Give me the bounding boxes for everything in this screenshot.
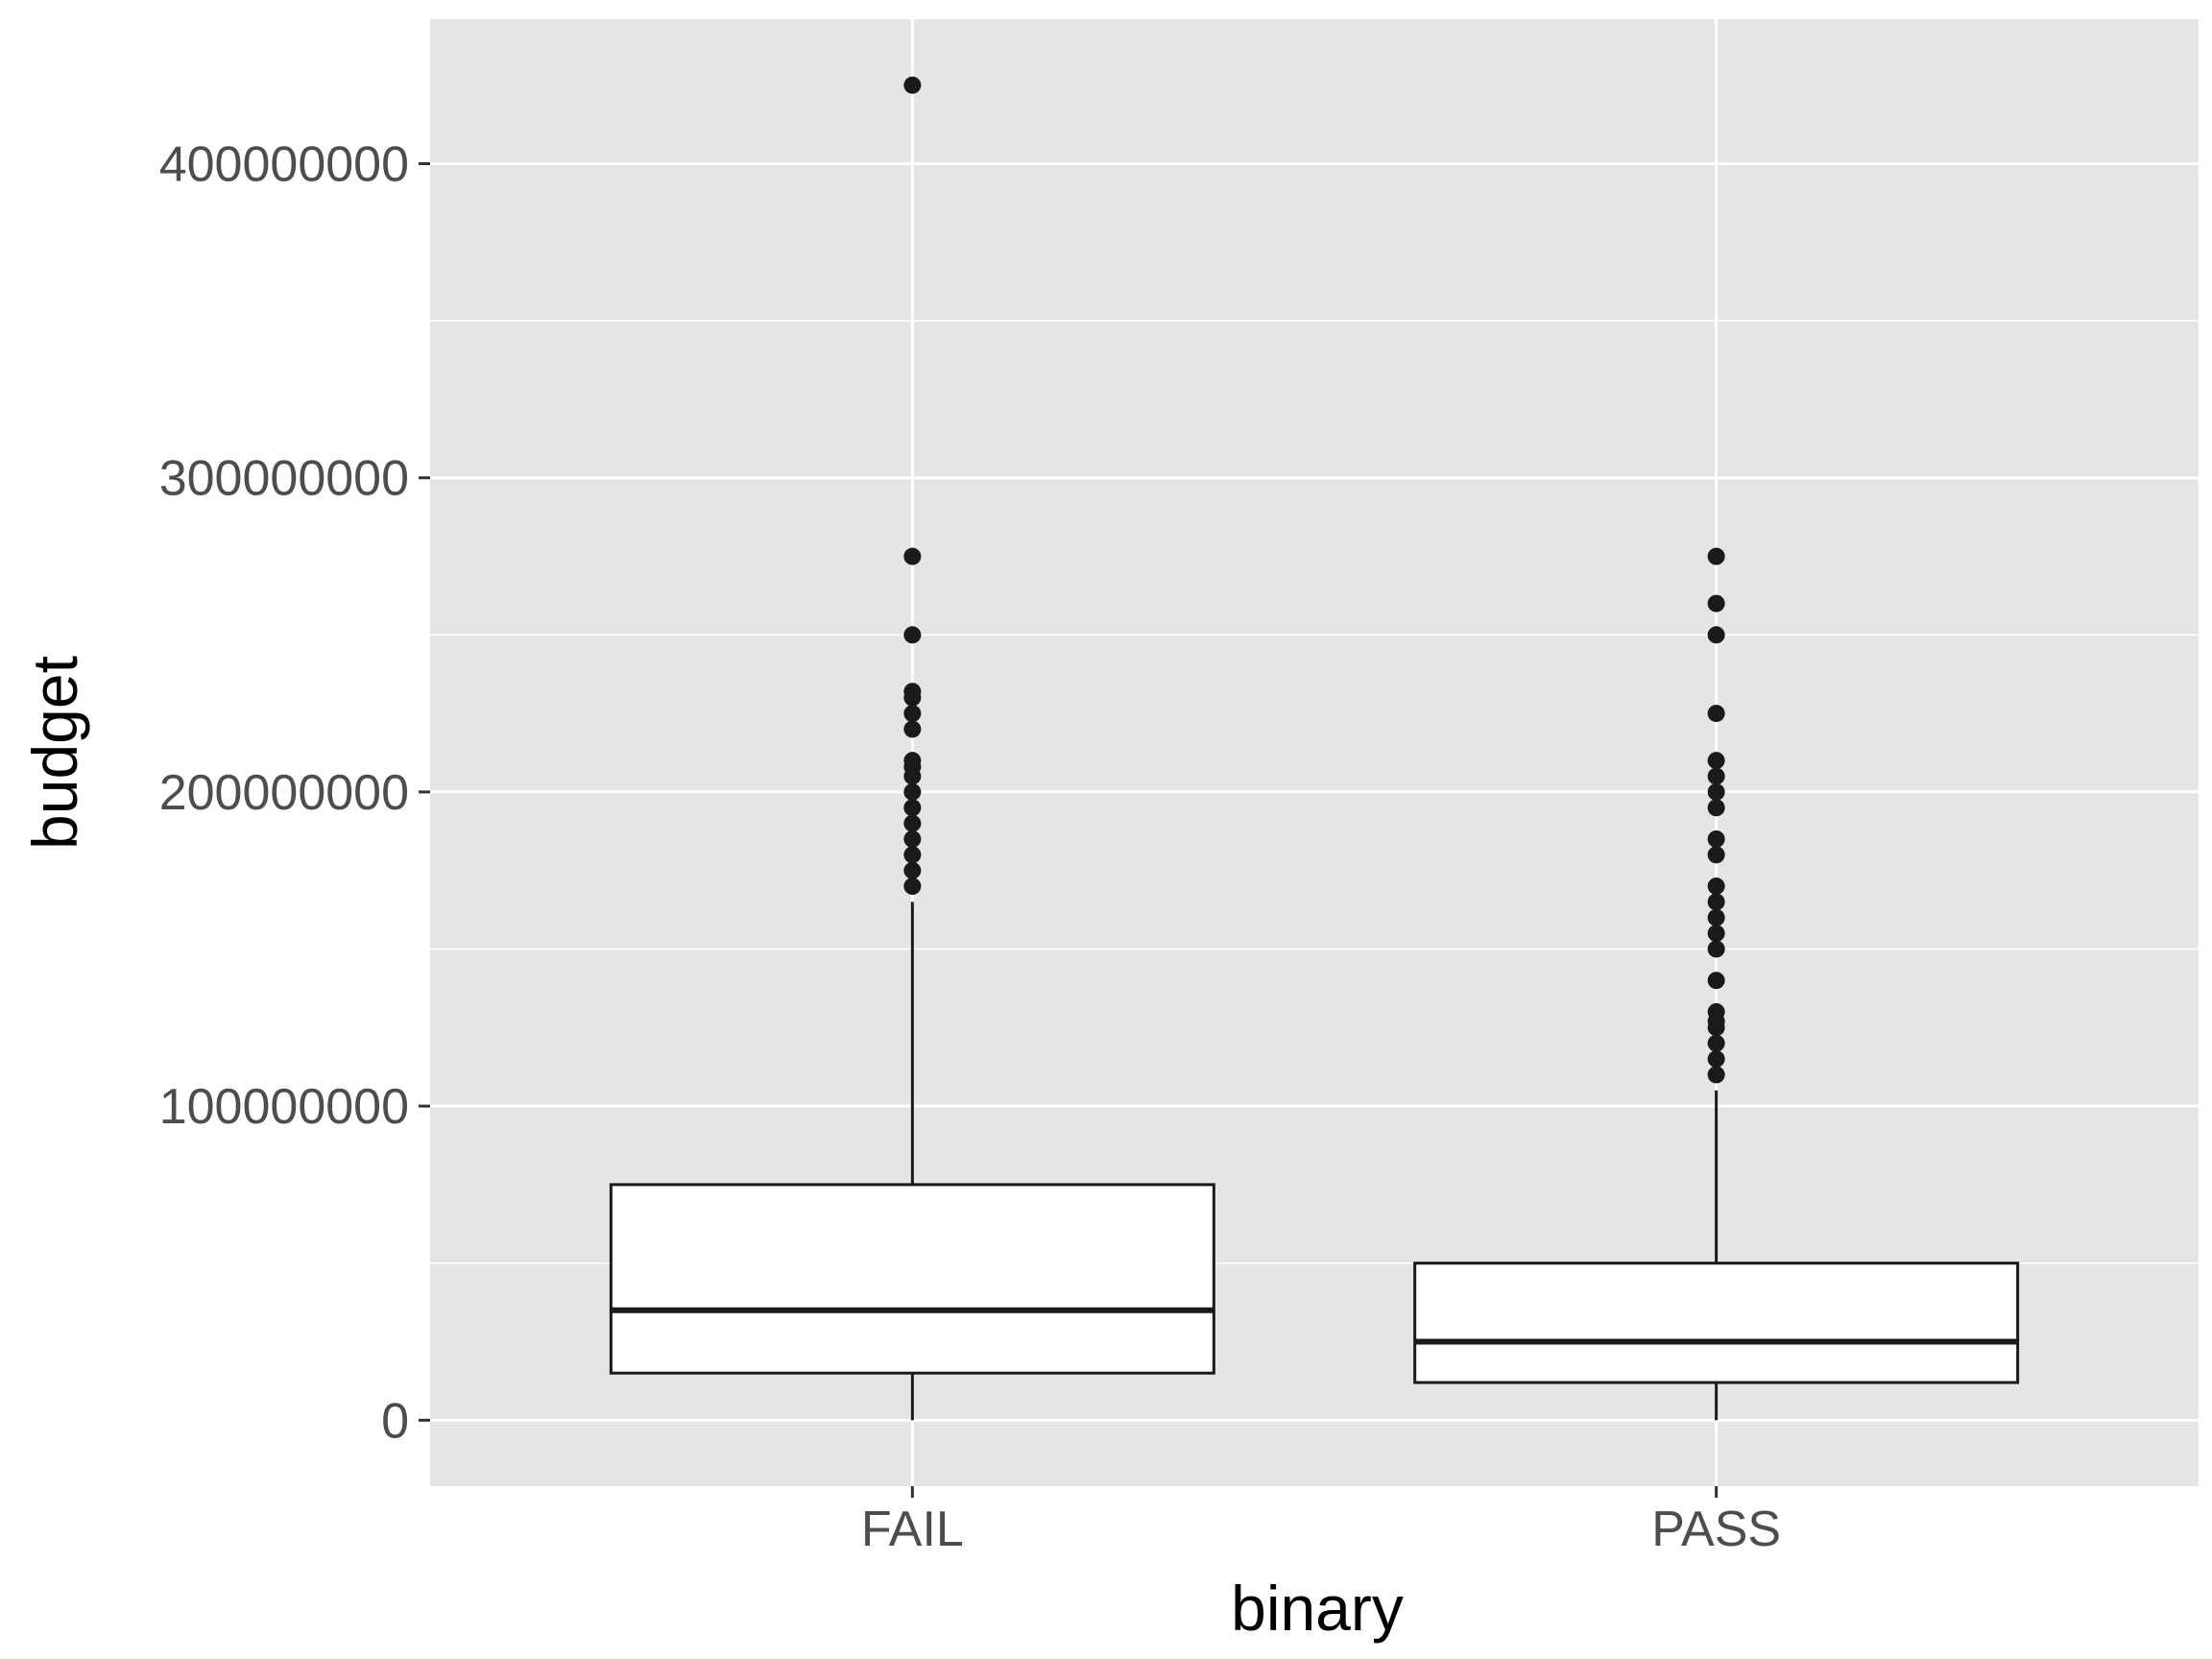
outlier-point <box>1707 799 1725 817</box>
y-tick-label: 100000000 <box>159 1079 409 1135</box>
outlier-point <box>1707 752 1725 770</box>
outlier-point <box>1707 1019 1725 1037</box>
x-tick-label: PASS <box>1651 1502 1781 1557</box>
outlier-point <box>903 878 922 896</box>
outlier-point <box>1707 782 1725 801</box>
outlier-point <box>1707 1034 1725 1052</box>
x-tick-label: FAIL <box>861 1502 964 1557</box>
outlier-point <box>903 720 922 738</box>
iqr-box <box>1413 1262 2020 1384</box>
box-pass <box>1413 547 2020 1421</box>
outlier-point <box>1707 893 1725 911</box>
y-tick-label: 400000000 <box>159 137 409 193</box>
outlier-point <box>903 76 922 94</box>
outlier-point <box>1707 705 1725 723</box>
outlier-point <box>903 688 922 707</box>
y-tick-label: 200000000 <box>159 765 409 821</box>
outlier-point <box>1707 925 1725 943</box>
outlier-point <box>903 547 922 565</box>
outlier-point <box>1707 846 1725 864</box>
y-tick-label: 0 <box>381 1393 409 1449</box>
outlier-point <box>1707 547 1725 565</box>
outlier-point <box>1707 830 1725 848</box>
outlier-point <box>903 830 922 848</box>
x-axis-title: binary <box>1231 1573 1404 1644</box>
outlier-point <box>1707 767 1725 785</box>
outlier-point <box>1707 878 1725 896</box>
outlier-point <box>1707 626 1725 644</box>
outlier-point <box>1707 1066 1725 1084</box>
y-axis-title: budget <box>19 656 90 850</box>
outlier-point <box>903 782 922 801</box>
iqr-box <box>609 1183 1215 1375</box>
outlier-point <box>903 767 922 785</box>
outlier-point <box>1707 594 1725 613</box>
axis-ticks: 0 100000000 200000000 300000000 400000000 FAI… <box>159 137 1781 1557</box>
y-tick-label: 300000000 <box>159 451 409 507</box>
outlier-point <box>903 799 922 817</box>
outlier-point <box>903 846 922 864</box>
outlier-point <box>1707 1050 1725 1069</box>
outlier-point <box>1707 908 1725 926</box>
outlier-point <box>1707 972 1725 990</box>
outlier-point <box>903 861 922 879</box>
outlier-point <box>1707 940 1725 958</box>
boxes <box>609 76 2020 1421</box>
outlier-point <box>903 626 922 644</box>
box-fail <box>609 76 1215 1421</box>
outlier-point <box>903 705 922 723</box>
outlier-point <box>903 814 922 832</box>
